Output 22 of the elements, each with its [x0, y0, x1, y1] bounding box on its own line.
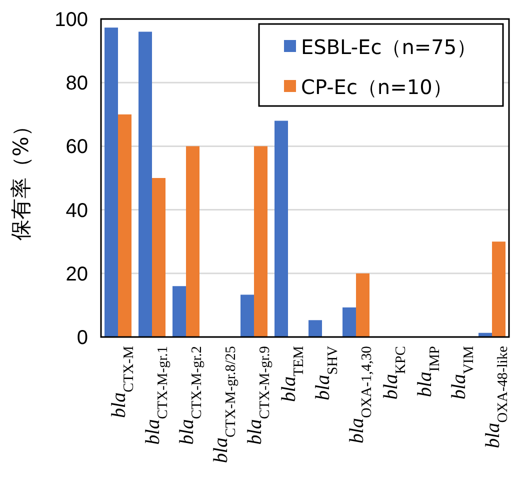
bar: [274, 120, 288, 337]
bar: [492, 242, 506, 337]
bar: [186, 146, 200, 337]
y-axis-title: 保有率（%）: [9, 116, 33, 240]
bar: [138, 32, 152, 337]
y-tick-label: 100: [54, 9, 88, 31]
y-tick-label: 40: [66, 200, 88, 222]
bar: [356, 273, 370, 337]
legend-label: ESBL-Ec（n=75）: [301, 35, 477, 59]
bar: [104, 28, 118, 337]
y-tick-label: 80: [66, 72, 88, 95]
legend-label: CP-Ec（n=10）: [301, 75, 452, 99]
bar: [240, 294, 254, 337]
y-tick-label: 20: [66, 263, 88, 286]
bar: [308, 320, 322, 337]
bar: [254, 146, 268, 337]
y-tick-label: 0: [76, 327, 88, 349]
bar: [118, 114, 132, 337]
bar: [172, 286, 186, 337]
bar: [342, 307, 356, 337]
bar: [152, 178, 166, 337]
y-tick-label: 60: [66, 136, 88, 158]
